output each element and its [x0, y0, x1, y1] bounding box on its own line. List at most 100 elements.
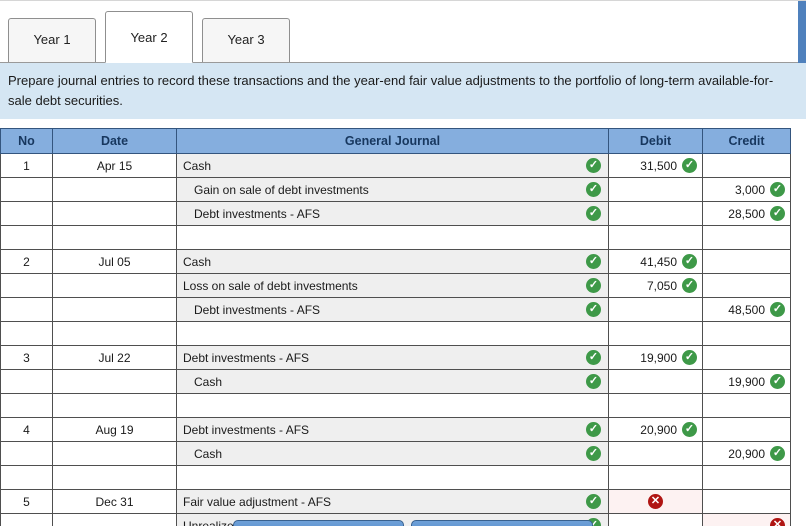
debit-cell[interactable]: 20,900 ✓: [608, 417, 703, 442]
date-cell: Jul 22: [52, 345, 177, 370]
account-title: Cash: [194, 374, 223, 389]
credit-cell[interactable]: ✕: [702, 513, 791, 526]
date-cell: [52, 465, 177, 490]
account-title: Cash: [194, 446, 223, 461]
credit-value: 48,500: [728, 302, 765, 317]
account-cell[interactable]: Debt investments - AFS ✓: [176, 297, 609, 322]
debit-value: 41,450: [640, 254, 677, 269]
journal-table: No Date General Journal Debit Credit 1 Ap…: [0, 128, 791, 526]
debit-cell[interactable]: [608, 369, 703, 394]
credit-cell: [702, 225, 791, 250]
debit-cell[interactable]: [608, 177, 703, 202]
credit-cell[interactable]: 20,900 ✓: [702, 441, 791, 466]
check-circle-icon: ✓: [586, 206, 601, 221]
check-circle-icon: ✓: [586, 254, 601, 269]
journal-row: 5 Dec 31 Fair value adjustment - AFS ✓ ✕: [0, 489, 791, 514]
credit-cell: [702, 321, 791, 346]
instruction-text: Prepare journal entries to record these …: [0, 63, 806, 119]
entry-number-cell: [0, 321, 53, 346]
debit-cell[interactable]: 41,450 ✓: [608, 249, 703, 274]
debit-cell[interactable]: 31,500 ✓: [608, 153, 703, 178]
credit-cell[interactable]: [702, 345, 791, 370]
date-cell: [52, 273, 177, 298]
entry-number-cell: 2: [0, 249, 53, 274]
account-cell[interactable]: Loss on sale of debt investments ✓: [176, 273, 609, 298]
account-cell: [176, 393, 609, 418]
account-cell: [176, 225, 609, 250]
account-cell[interactable]: Cash ✓: [176, 153, 609, 178]
account-cell[interactable]: Gain on sale of debt investments ✓: [176, 177, 609, 202]
account-title: Cash: [183, 254, 212, 269]
account-cell[interactable]: Debt investments - AFS ✓: [176, 417, 609, 442]
credit-cell[interactable]: [702, 153, 791, 178]
account-cell: [176, 321, 609, 346]
entry-number-cell: [0, 273, 53, 298]
credit-value: 28,500: [728, 206, 765, 221]
debit-cell[interactable]: [608, 201, 703, 226]
debit-cell[interactable]: [608, 297, 703, 322]
debit-cell[interactable]: [608, 441, 703, 466]
footer-button-1[interactable]: [233, 520, 404, 526]
date-cell: [52, 201, 177, 226]
entry-number-cell: [0, 201, 53, 226]
check-circle-icon: ✓: [586, 518, 601, 526]
account-title: Debt investments - AFS: [183, 422, 310, 437]
account-cell[interactable]: Cash ✓: [176, 441, 609, 466]
journal-row: Gain on sale of debt investments ✓ 3,000 ✓: [0, 177, 791, 202]
account-cell[interactable]: Cash ✓: [176, 369, 609, 394]
journal-table-body: 1 Apr 15 Cash ✓ 31,500 ✓ Gain on sale of debt …: [0, 153, 791, 526]
credit-cell[interactable]: [702, 417, 791, 442]
check-circle-icon: ✓: [770, 302, 785, 317]
check-circle-icon: ✓: [586, 182, 601, 197]
credit-cell[interactable]: 3,000 ✓: [702, 177, 791, 202]
debit-cell: [608, 225, 703, 250]
account-title: Loss on sale of debt investments: [183, 278, 358, 293]
debit-cell[interactable]: 7,050 ✓: [608, 273, 703, 298]
spacer-row: [0, 393, 791, 418]
journal-row: Cash ✓ 20,900 ✓: [0, 441, 791, 466]
tab-year-1[interactable]: Year 1: [8, 18, 96, 62]
debit-cell[interactable]: [608, 513, 703, 526]
debit-value: 31,500: [640, 158, 677, 173]
account-title: Debt investments - AFS: [183, 350, 310, 365]
col-header-debit: Debit: [608, 128, 703, 154]
check-circle-icon: ✓: [586, 302, 601, 317]
footer-button-2[interactable]: [411, 520, 593, 526]
check-circle-icon: ✓: [586, 374, 601, 389]
credit-value: 20,900: [728, 446, 765, 461]
account-title: Debt investments - AFS: [194, 206, 321, 221]
credit-cell: [702, 465, 791, 490]
entry-number-cell: [0, 177, 53, 202]
credit-cell[interactable]: [702, 249, 791, 274]
account-title: Gain on sale of debt investments: [194, 182, 369, 197]
tab-year-3[interactable]: Year 3: [202, 18, 290, 62]
entry-number-cell: 1: [0, 153, 53, 178]
date-cell: [52, 225, 177, 250]
credit-cell[interactable]: [702, 273, 791, 298]
journal-row: Debt investments - AFS ✓ 48,500 ✓: [0, 297, 791, 322]
check-circle-icon: ✓: [770, 446, 785, 461]
credit-cell[interactable]: 48,500 ✓: [702, 297, 791, 322]
account-cell[interactable]: Debt investments - AFS ✓: [176, 345, 609, 370]
credit-cell[interactable]: [702, 489, 791, 514]
credit-cell[interactable]: 28,500 ✓: [702, 201, 791, 226]
date-cell: Jul 05: [52, 249, 177, 274]
tab-year-2[interactable]: Year 2: [105, 11, 193, 63]
credit-cell[interactable]: 19,900 ✓: [702, 369, 791, 394]
date-cell: [52, 297, 177, 322]
date-cell: [52, 177, 177, 202]
account-cell[interactable]: Fair value adjustment - AFS ✓: [176, 489, 609, 514]
spacer-row: [0, 321, 791, 346]
check-circle-icon: ✓: [682, 422, 697, 437]
debit-cell: [608, 321, 703, 346]
debit-cell: [608, 393, 703, 418]
check-circle-icon: ✓: [770, 206, 785, 221]
account-cell[interactable]: Debt investments - AFS ✓: [176, 201, 609, 226]
journal-row: 3 Jul 22 Debt investments - AFS ✓ 19,900 ✓: [0, 345, 791, 370]
debit-cell[interactable]: ✕: [608, 489, 703, 514]
account-cell[interactable]: Cash ✓: [176, 249, 609, 274]
debit-cell[interactable]: 19,900 ✓: [608, 345, 703, 370]
table-header-row: No Date General Journal Debit Credit: [0, 128, 791, 154]
account-title: Fair value adjustment - AFS: [183, 494, 332, 509]
